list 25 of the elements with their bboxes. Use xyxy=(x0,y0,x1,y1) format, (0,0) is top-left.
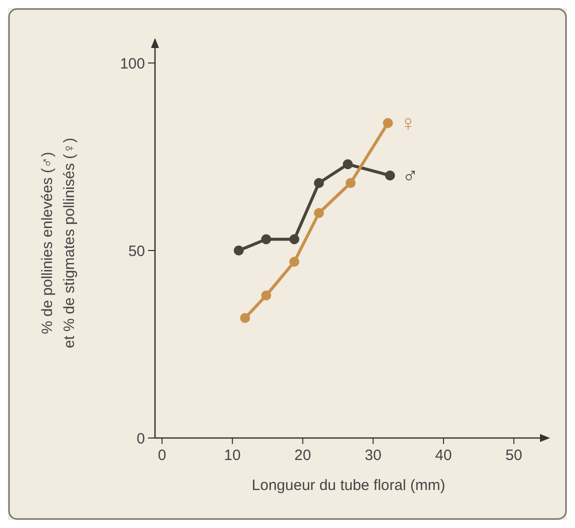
point xyxy=(234,246,244,256)
y-tick-label: 100 xyxy=(120,55,145,72)
point xyxy=(346,178,356,188)
point xyxy=(382,118,393,128)
x-tick-label: 50 xyxy=(506,447,522,464)
x-axis-title: Longueur du tube floral (mm) xyxy=(252,477,446,494)
x-tick-label: 20 xyxy=(294,447,312,464)
series-label: ♂ xyxy=(402,163,419,188)
point xyxy=(314,178,324,188)
y-tick-label: 50 xyxy=(128,242,145,260)
series-label: ♀ xyxy=(400,110,416,136)
x-tick-label: 30 xyxy=(364,447,382,464)
x-tick-label: 0 xyxy=(158,447,166,464)
point xyxy=(261,290,272,300)
x-tick-label: 10 xyxy=(224,447,241,464)
point xyxy=(289,234,300,244)
point xyxy=(342,159,353,170)
point xyxy=(385,170,396,180)
point xyxy=(314,208,324,218)
point xyxy=(289,256,300,267)
y-tick-label: 0 xyxy=(136,430,145,448)
y-axis-title: % de pollinies enlevées (♂) et % de stigmates pollinisés (♀) xyxy=(39,138,78,348)
x-tick-label: 40 xyxy=(435,447,452,464)
point xyxy=(240,313,250,323)
point xyxy=(261,234,272,244)
